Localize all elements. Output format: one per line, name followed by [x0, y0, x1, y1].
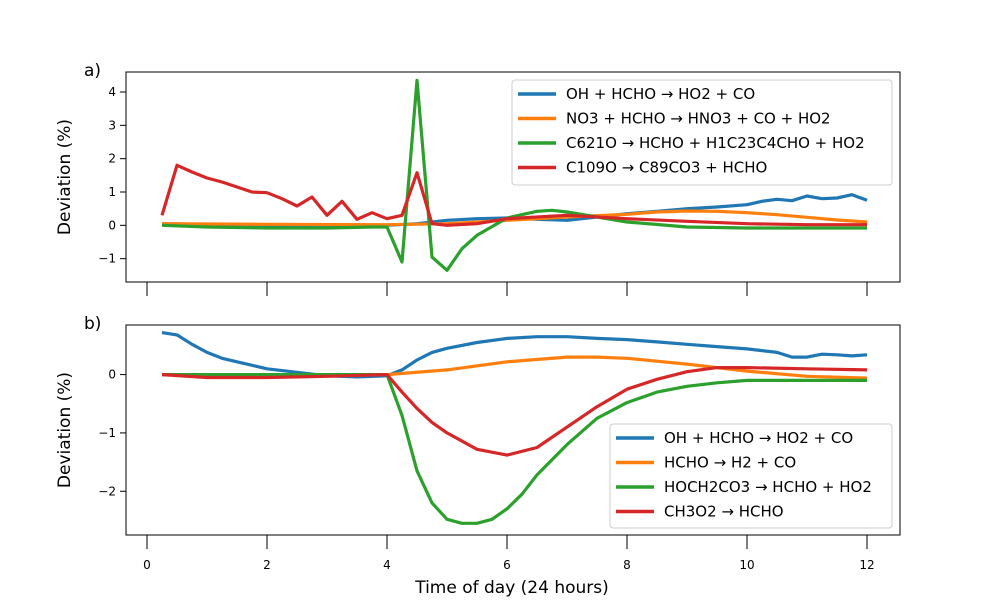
panel-a-plot-frame	[125, 71, 901, 283]
panel-a-series-line-4	[160, 163, 867, 227]
panel-b-legend	[609, 423, 893, 529]
panel-b-y-tick-label: −2	[98, 484, 116, 498]
panel-a-legend-entry-3: C621O → HCHO + H1C23C4CHO + HO2	[566, 134, 865, 152]
panel-b-x-tick-label: 2	[263, 558, 271, 572]
panel-b-legend-entry-2: HCHO → H2 + CO	[664, 454, 796, 472]
panel-b-x-tick-label: 6	[503, 558, 511, 572]
panel-a-legend-entry-2: NO3 + HCHO → HNO3 + CO + HO2	[566, 110, 831, 128]
panel-a-legend	[511, 79, 893, 186]
panel-b-x-tick-label: 12	[859, 558, 874, 572]
panel-b-y-tick-label: −1	[98, 426, 116, 440]
panel-b-legend-entry-1: OH + HCHO → HO2 + CO	[664, 429, 853, 447]
panel-a-y-tick-label: 1	[108, 185, 116, 199]
panel-b-y-tick-label: 0	[108, 368, 116, 382]
x-axis-label: Time of day (24 hours)	[414, 578, 609, 598]
panel-a-legend-entry-4: C109O → C89CO3 + HCHO	[566, 159, 767, 177]
panel-a-series-line-3	[161, 78, 867, 272]
panel-a-label: a)	[84, 61, 101, 81]
panel-b-legend-entry-4: CH3O2 → HCHO	[664, 503, 784, 521]
panel-a-y-axis-label: Deviation (%)	[55, 119, 75, 235]
panel-b-plot-frame	[125, 324, 901, 536]
panel-a-y-tick-label: 0	[108, 218, 116, 232]
panel-b-x-tick-label: 0	[143, 558, 151, 572]
panel-b-y-axis-label: Deviation (%)	[55, 372, 75, 488]
panel-b-series-line-1	[161, 331, 868, 379]
panel-a-series-line-2	[161, 209, 868, 227]
panel-a-y-tick-label: 4	[108, 85, 116, 99]
panel-b-x-tick-label: 4	[383, 558, 391, 572]
panel-a-legend-entry-1: OH + HCHO → HO2 + CO	[566, 85, 755, 103]
panel-b-x-tick-label: 8	[623, 558, 631, 572]
panel-b-x-tick-label: 10	[739, 558, 754, 572]
panel-b-label: b)	[84, 314, 101, 334]
panel-a-y-tick-label: 2	[108, 152, 116, 166]
panel-b-series-line-4	[161, 366, 868, 457]
panel-a-y-tick-label: −1	[98, 252, 116, 266]
panel-b-legend-entry-3: HOCH2CO3 → HCHO + HO2	[664, 478, 872, 496]
panel-a-y-tick-label: 3	[108, 118, 116, 132]
